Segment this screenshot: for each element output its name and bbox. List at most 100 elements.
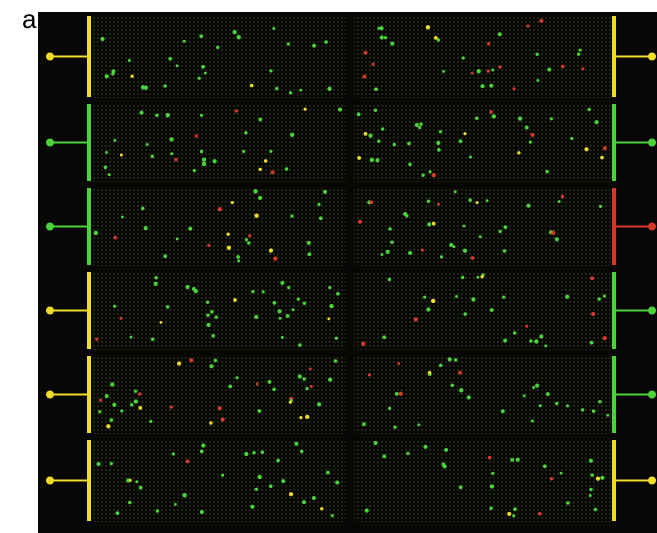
- array-spot: [217, 207, 222, 212]
- left-lane-bar: [87, 104, 91, 181]
- array-spot: [143, 226, 148, 231]
- array-spot: [437, 202, 441, 206]
- array-spot: [489, 484, 495, 489]
- array-spot: [560, 64, 565, 69]
- array-spot: [281, 479, 286, 484]
- array-spot: [109, 418, 114, 422]
- array-spot: [185, 285, 190, 290]
- array-spot: [590, 473, 594, 477]
- array-spot: [543, 464, 547, 469]
- array-spot: [498, 65, 502, 69]
- left-lane-bar: [87, 356, 91, 433]
- array-spot: [272, 27, 276, 30]
- array-spot: [323, 189, 327, 194]
- array-spot: [529, 339, 533, 343]
- array-spot: [570, 137, 574, 141]
- array-spot: [150, 154, 155, 159]
- array-spot: [320, 507, 324, 511]
- left-lane-dot: [46, 390, 54, 399]
- array-spot: [470, 71, 474, 75]
- array-spot: [595, 476, 601, 481]
- array-spot: [489, 83, 494, 88]
- array-block: [90, 271, 346, 350]
- array-spot: [268, 484, 273, 489]
- array-spot: [140, 206, 145, 211]
- array-spot: [263, 159, 268, 163]
- array-spot: [211, 334, 215, 338]
- array-spot: [367, 373, 372, 377]
- array-spot: [431, 172, 436, 178]
- array-spot: [358, 219, 362, 224]
- array-spot: [421, 173, 425, 177]
- array-spot: [216, 45, 220, 50]
- array-spot: [236, 35, 241, 40]
- array-spot: [418, 126, 422, 130]
- array-spot: [127, 58, 131, 63]
- array-spot: [324, 40, 328, 44]
- array-spot: [199, 509, 204, 515]
- array-spot: [522, 394, 526, 398]
- array-spot: [93, 230, 98, 236]
- array-spot: [140, 85, 146, 90]
- array-spot: [203, 71, 207, 75]
- array-spot: [545, 169, 549, 174]
- array-spot: [165, 113, 170, 118]
- array-spot: [503, 225, 508, 229]
- left-lane-bar: [87, 188, 91, 265]
- array-spot: [379, 26, 384, 31]
- array-spot: [498, 229, 502, 234]
- array-spot: [377, 26, 381, 30]
- array-spot: [163, 84, 167, 88]
- array-spot: [221, 473, 225, 477]
- array-spot: [120, 215, 124, 219]
- array-spot: [486, 42, 491, 46]
- array-spot: [288, 400, 292, 404]
- array-spot: [587, 107, 591, 112]
- array-spot: [436, 140, 441, 145]
- array-spot: [105, 151, 108, 154]
- array-spot: [530, 419, 534, 423]
- array-spot: [513, 507, 517, 512]
- array-spot: [275, 86, 279, 91]
- array-spot: [431, 221, 436, 226]
- array-spot: [236, 255, 240, 259]
- array-spot: [285, 314, 290, 318]
- array-spot: [578, 48, 582, 52]
- array-spot: [423, 295, 427, 299]
- array-spot: [319, 216, 323, 221]
- array-spot: [458, 370, 462, 375]
- array-spot: [294, 441, 299, 446]
- array-spot: [206, 322, 211, 327]
- left-lane-bar: [87, 440, 91, 521]
- array-spot: [261, 290, 265, 294]
- array-spot: [182, 493, 187, 498]
- array-spot: [503, 338, 508, 343]
- array-spot: [535, 52, 539, 57]
- array-spot: [382, 335, 387, 340]
- array-block: [354, 355, 612, 434]
- array-spot: [478, 235, 482, 239]
- array-spot: [475, 201, 479, 205]
- array-spot: [234, 109, 239, 113]
- array-spot: [244, 238, 248, 242]
- array-spot: [103, 165, 108, 170]
- array-spot: [532, 386, 536, 389]
- array-spot: [476, 275, 480, 279]
- array-spot: [107, 173, 111, 177]
- array-spot: [487, 455, 492, 460]
- array-spot: [388, 227, 392, 231]
- right-lane-bar: [612, 440, 616, 521]
- array-spot: [373, 108, 378, 113]
- array-spot: [168, 56, 173, 61]
- array-spot: [406, 451, 410, 456]
- array-spot: [580, 408, 585, 412]
- array-spot: [549, 117, 553, 121]
- array-spot: [517, 151, 521, 155]
- array-spot: [327, 86, 332, 91]
- array-spot: [255, 382, 259, 386]
- array-block: [90, 15, 346, 98]
- array-spot: [133, 399, 138, 404]
- array-block: [354, 187, 612, 266]
- array-spot: [362, 74, 367, 79]
- array-spot: [110, 382, 115, 387]
